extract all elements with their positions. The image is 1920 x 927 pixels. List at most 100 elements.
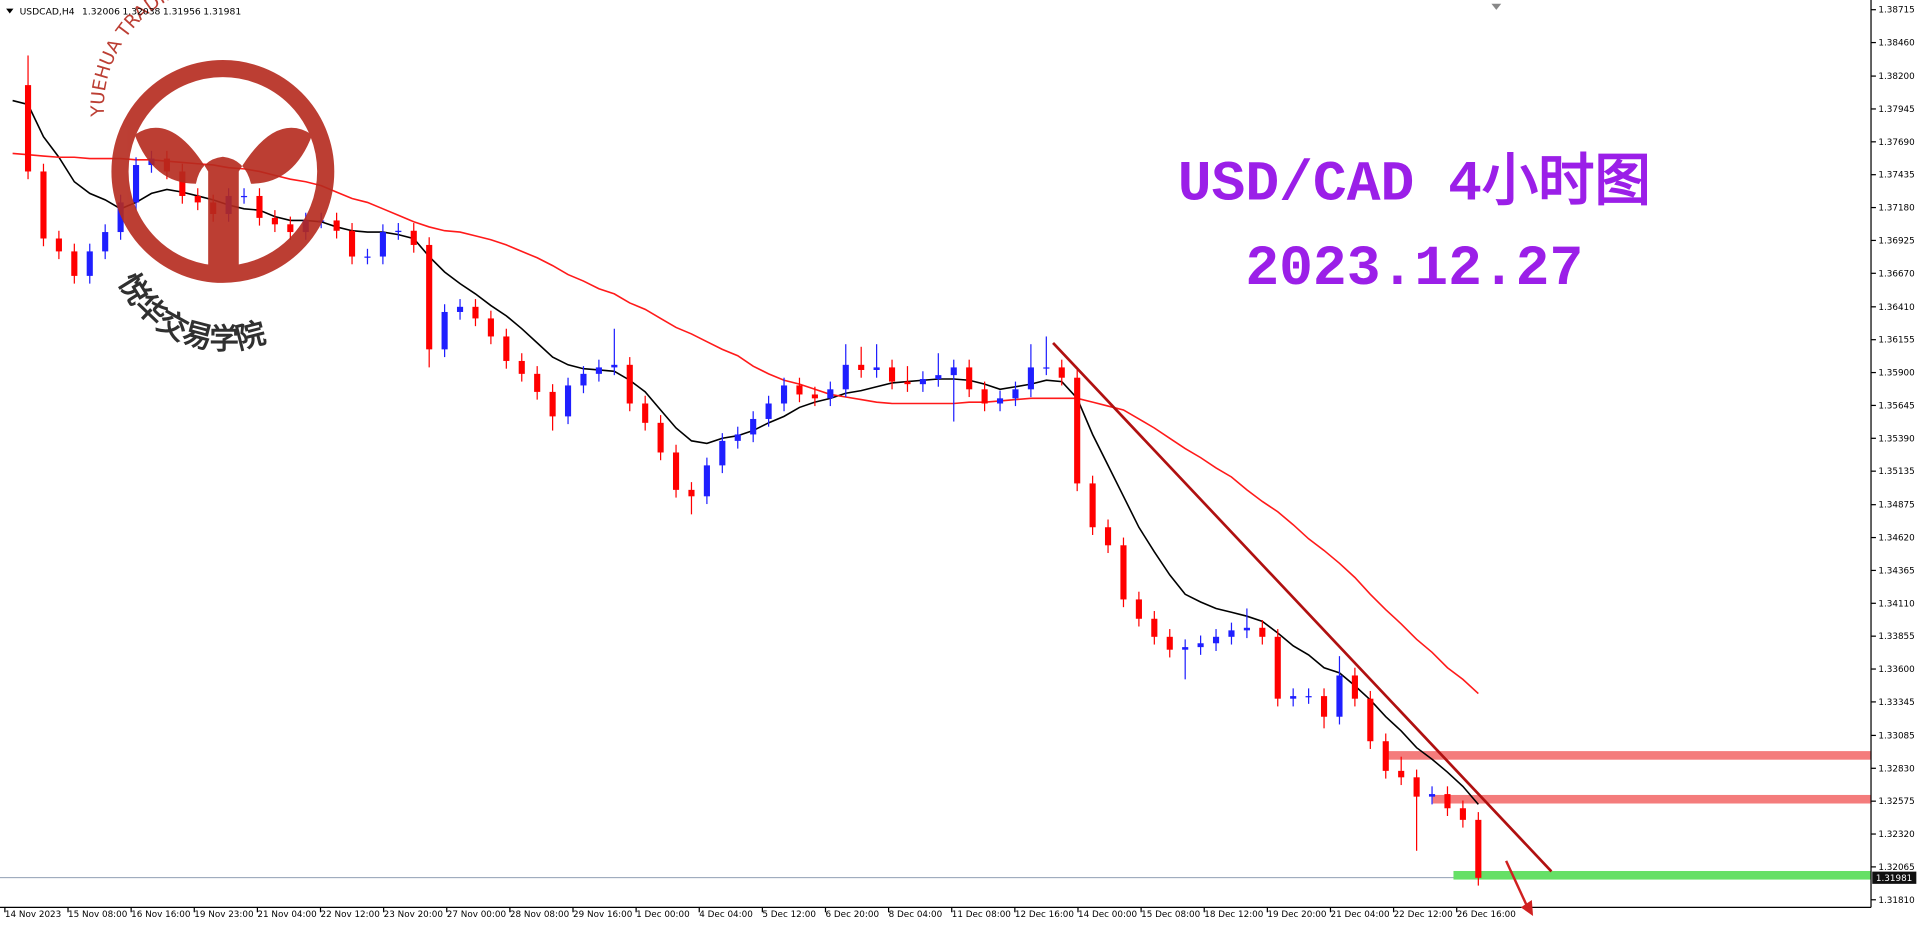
candle-body (1336, 675, 1343, 717)
candle-body (1305, 696, 1312, 698)
candle-body (102, 232, 109, 252)
candle-body (333, 220, 340, 231)
y-tick-label: 1.37945 (1878, 105, 1914, 115)
candle-body (966, 367, 973, 390)
candle-body (981, 389, 988, 404)
candle-body (364, 256, 371, 258)
shift-marker (1491, 3, 1502, 10)
candle-body (1135, 599, 1142, 619)
candle-body (71, 251, 78, 276)
candle-body (1413, 777, 1420, 797)
candle-body (86, 251, 93, 276)
candle-body (1197, 643, 1204, 648)
candle-body (348, 230, 356, 257)
x-tick-label: 8 Dec 04:00 (889, 910, 943, 920)
candle-body (1475, 819, 1482, 878)
candle-body (919, 379, 926, 385)
y-tick-label: 1.38460 (1878, 39, 1915, 49)
candle-body (750, 418, 757, 435)
candle-body (24, 85, 32, 172)
candle-body (256, 195, 263, 218)
candle-body (472, 306, 479, 319)
x-tick-label: 21 Nov 04:00 (257, 910, 317, 920)
y-tick-label: 1.32065 (1878, 863, 1914, 873)
candle-body (888, 367, 896, 382)
candle-body (672, 452, 680, 490)
candle-body (1151, 618, 1158, 637)
x-tick-label: 16 Nov 16:00 (131, 910, 191, 920)
candle-body (842, 364, 849, 390)
y-tick-label: 1.38200 (1878, 72, 1915, 82)
price-zone (1453, 870, 1872, 880)
y-tick-label: 1.36925 (1878, 236, 1914, 246)
x-tick-label: 14 Dec 00:00 (1078, 910, 1138, 920)
y-tick-label: 1.35135 (1878, 467, 1914, 477)
x-tick-label: 18 Dec 12:00 (1204, 910, 1264, 920)
y-tick-label: 1.33855 (1878, 632, 1914, 642)
candle-body (1243, 627, 1250, 631)
candle-body (1367, 698, 1374, 742)
candle-body (827, 389, 834, 399)
candle-body (1428, 794, 1436, 797)
candle-body (117, 202, 124, 233)
candle-body (1444, 794, 1451, 809)
candle-body (287, 224, 294, 233)
candle-body (55, 238, 62, 252)
y-tick-label: 1.37690 (1878, 138, 1915, 148)
y-tick-label: 1.34620 (1878, 534, 1915, 544)
x-tick-label: 21 Dec 04:00 (1330, 910, 1390, 920)
candle-body (1382, 741, 1389, 771)
candle-body (1089, 483, 1096, 528)
candle-body (719, 440, 726, 466)
y-tick-label: 1.36670 (1878, 269, 1915, 279)
menu-arrow (6, 8, 14, 14)
x-tick-label: 11 Dec 08:00 (952, 910, 1012, 920)
y-tick-label: 1.38715 (1878, 6, 1914, 16)
symbol: USDCAD,H4 (20, 7, 75, 18)
candle-body (194, 195, 201, 203)
candle-body (811, 394, 818, 399)
price-label-box (1872, 871, 1917, 884)
x-tick-label: 27 Nov 00:00 (447, 910, 507, 920)
candle-body (426, 244, 433, 350)
y-tick-label: 1.35390 (1878, 434, 1915, 444)
candle-body (935, 375, 942, 380)
x-tick-label: 22 Dec 12:00 (1394, 910, 1454, 920)
candle-body (441, 311, 448, 350)
y-tick-label: 1.32575 (1878, 797, 1914, 807)
candle-body (626, 364, 633, 404)
x-tick-label: 29 Nov 16:00 (573, 910, 633, 920)
candle-body (1259, 627, 1266, 637)
y-tick-label: 1.37435 (1878, 171, 1914, 181)
candle-body (765, 403, 772, 419)
candle-body (688, 489, 695, 497)
candle-body (1104, 527, 1112, 546)
logo-mark (134, 127, 313, 276)
candle-body (1058, 367, 1065, 378)
candle-body (1274, 636, 1281, 699)
candle-body (595, 367, 602, 374)
candle-body (904, 381, 911, 385)
x-tick-label: 15 Dec 08:00 (1141, 910, 1201, 920)
candle-body (1012, 389, 1019, 399)
y-tick-label: 1.34875 (1878, 501, 1914, 511)
candle-body (1290, 696, 1297, 699)
x-tick-label: 23 Nov 20:00 (384, 910, 444, 920)
price-label: 1.31981 (1876, 874, 1912, 884)
candle-body (1043, 367, 1050, 369)
candle-body (395, 230, 402, 233)
y-tick-label: 1.37180 (1878, 204, 1915, 214)
candle-body (580, 373, 587, 386)
candle-body (1182, 647, 1189, 650)
candle-body (734, 434, 741, 441)
y-tick-label: 1.34110 (1878, 599, 1915, 609)
y-tick-label: 1.34365 (1878, 566, 1914, 576)
candle-body (950, 367, 957, 376)
candle-body (534, 373, 541, 392)
header-price: 1.32038 (122, 7, 160, 18)
y-tick-label: 1.36155 (1878, 336, 1914, 346)
candle-body (410, 230, 417, 245)
candle-body (611, 364, 618, 368)
candle-body (564, 385, 572, 417)
